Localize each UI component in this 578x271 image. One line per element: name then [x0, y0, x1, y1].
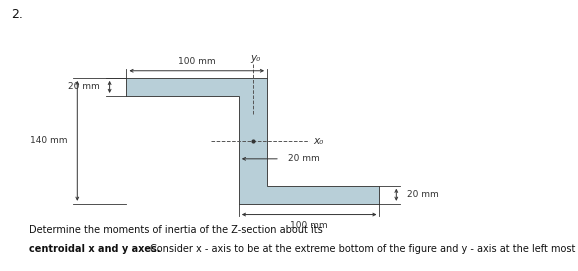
Text: centroidal x and y axes.: centroidal x and y axes.: [29, 244, 161, 254]
Text: 2.: 2.: [12, 8, 24, 21]
Polygon shape: [127, 78, 379, 204]
Text: Consider x - axis to be at the extreme bottom of the figure and y - axis at the : Consider x - axis to be at the extreme b…: [150, 244, 578, 254]
Text: 100 mm: 100 mm: [290, 221, 328, 230]
Text: x₀: x₀: [313, 136, 324, 146]
Text: 20 mm: 20 mm: [288, 154, 320, 163]
Text: 100 mm: 100 mm: [178, 57, 216, 66]
Text: Determine the moments of inertia of the Z-section about its: Determine the moments of inertia of the …: [29, 225, 323, 235]
Text: 20 mm: 20 mm: [68, 82, 99, 91]
Text: 20 mm: 20 mm: [406, 190, 438, 199]
Text: y₀: y₀: [250, 53, 260, 63]
Text: 140 mm: 140 mm: [29, 136, 67, 145]
